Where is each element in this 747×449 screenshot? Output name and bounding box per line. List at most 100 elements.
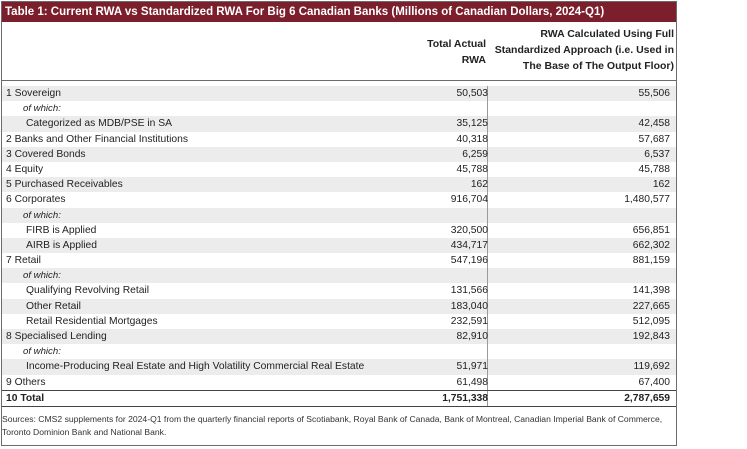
column-divider	[487, 131, 488, 147]
row-label: 10 Total	[6, 392, 45, 404]
column-divider	[487, 344, 488, 360]
row-label: AIRB is Applied	[26, 239, 97, 251]
row-label: 5 Purchased Receivables	[6, 179, 123, 191]
row-label: 8 Specialised Lending	[6, 331, 107, 342]
row-label: Income-Producing Real Estate and High Vo…	[26, 361, 365, 373]
standardized-value: 1,480,577	[624, 194, 670, 206]
row-label: 4 Equity	[6, 163, 44, 175]
standardized-value: 119,692	[633, 361, 670, 373]
column-divider	[487, 283, 488, 299]
total-actual-value: 35,125	[456, 118, 489, 130]
total-actual-value: 40,318	[456, 133, 489, 145]
column-divider	[487, 329, 488, 345]
subheading-row: of which:	[2, 268, 676, 284]
total-actual-value: 547,196	[450, 255, 488, 267]
table-row: 9 Others 61,498 67,400	[2, 374, 676, 390]
total-actual-value: 131,566	[450, 285, 488, 297]
row-label: of which:	[23, 103, 61, 115]
standardized-value: 141,398	[632, 285, 670, 297]
total-actual-value: 50,503	[456, 88, 489, 99]
standardized-value: 6,537	[644, 148, 670, 160]
column-divider	[487, 86, 488, 102]
column-divider	[487, 192, 488, 208]
total-actual-value: 82,910	[456, 331, 489, 342]
table-body: 1 Sovereign 50,503 55,506 of which: Categori…	[2, 81, 676, 390]
table-row: 5 Purchased Receivables 162 162	[2, 177, 676, 193]
table-row: Retail Residential Mortgages 232,591 512,0…	[2, 313, 676, 329]
row-label: of which:	[23, 209, 61, 221]
column-divider	[487, 222, 488, 238]
table-row: 8 Specialised Lending 82,910 192,843	[2, 329, 676, 345]
column-divider	[487, 101, 488, 117]
table-row: Categorized as MDB/PSE in SA 35,125 42,458	[2, 116, 676, 132]
source-note: Sources: CMS2 supplements for 2024-Q1 fr…	[2, 414, 663, 437]
column-divider	[487, 298, 488, 314]
row-label: Qualifying Revolving Retail	[26, 285, 150, 297]
column-divider	[487, 253, 488, 269]
total-actual-value: 434,717	[450, 239, 488, 251]
table-frame: Table 1: Current RWA vs Standardized RWA…	[1, 1, 677, 446]
row-label: of which:	[23, 270, 61, 282]
table-title: Table 1: Current RWA vs Standardized RWA…	[2, 2, 676, 22]
table-header: Total Actual RWA RWA Calculated Using Fu…	[2, 22, 676, 81]
column-divider	[487, 177, 488, 193]
standardized-value: 42,458	[638, 118, 671, 130]
column-header-standardized-rwa: RWA Calculated Using Full Standardized A…	[494, 28, 674, 72]
standardized-value: 227,665	[632, 300, 670, 312]
table-row: 4 Equity 45,788 45,788	[2, 161, 676, 178]
table-row: 6 Corporates 916,704 1,480,577	[2, 192, 676, 208]
total-actual-value: 1,751,338	[442, 392, 488, 404]
subheading-row: of which:	[2, 101, 676, 117]
standardized-value: 55,506	[638, 88, 671, 99]
total-actual-value: 6,259	[462, 148, 488, 160]
column-divider	[487, 313, 488, 329]
column-divider	[487, 116, 488, 132]
total-standardized-value: 2,787,659	[624, 392, 670, 404]
row-label: Categorized as MDB/PSE in SA	[26, 118, 172, 130]
column-divider	[487, 390, 488, 406]
table-row: FIRB is Applied 320,500 656,851	[2, 222, 676, 238]
table-row: 1 Sovereign 50,503 55,506	[2, 86, 676, 102]
subheading-row: of which:	[2, 344, 676, 360]
total-actual-value: 232,591	[450, 315, 488, 327]
standardized-value: 662,302	[632, 239, 670, 251]
table-row: Income-Producing Real Estate and High Vo…	[2, 359, 676, 375]
standardized-value: 67,400	[638, 376, 671, 388]
row-label: Other Retail	[26, 300, 81, 312]
table-row: Other Retail 183,040 227,665	[2, 298, 676, 314]
row-label: 2 Banks and Other Financial Institutions	[6, 133, 189, 145]
row-label: 9 Others	[6, 376, 46, 388]
standardized-value: 162	[652, 179, 670, 191]
standardized-value: 881,159	[632, 255, 670, 267]
total-actual-value: 183,040	[450, 300, 488, 312]
standardized-value: 656,851	[632, 224, 670, 236]
column-divider	[487, 374, 488, 390]
row-label: of which:	[23, 346, 61, 358]
column-divider	[487, 237, 488, 254]
column-divider	[487, 161, 488, 178]
table-row: 3 Covered Bonds 6,259 6,537	[2, 146, 676, 162]
total-row: 10 Total 1,751,338 2,787,659	[2, 389, 676, 407]
standardized-value: 192,843	[632, 331, 670, 342]
subheading-row: of which:	[2, 207, 676, 223]
row-label: Retail Residential Mortgages	[26, 315, 158, 327]
column-divider	[487, 268, 488, 284]
row-label: 7 Retail	[6, 255, 41, 267]
standardized-value: 45,788	[638, 163, 671, 175]
standardized-value: 512,095	[632, 315, 670, 327]
column-divider	[487, 359, 488, 375]
column-divider	[487, 207, 488, 223]
table-row: Qualifying Revolving Retail 131,566 141,39…	[2, 283, 676, 299]
table-row: 7 Retail 547,196 881,159	[2, 253, 676, 269]
total-actual-value: 51,971	[456, 361, 489, 373]
total-actual-value: 61,498	[456, 376, 489, 388]
total-actual-value: 320,500	[450, 224, 488, 236]
total-actual-value: 916,704	[450, 194, 488, 206]
total-actual-value: 162	[470, 179, 488, 191]
row-label: 3 Covered Bonds	[6, 148, 86, 160]
column-header-total-actual-rwa: Total Actual RWA	[427, 38, 486, 66]
column-divider	[487, 146, 488, 162]
table-row: AIRB is Applied 434,717 662,302	[2, 237, 676, 254]
row-label: 6 Corporates	[6, 194, 66, 206]
standardized-value: 57,687	[638, 133, 671, 145]
